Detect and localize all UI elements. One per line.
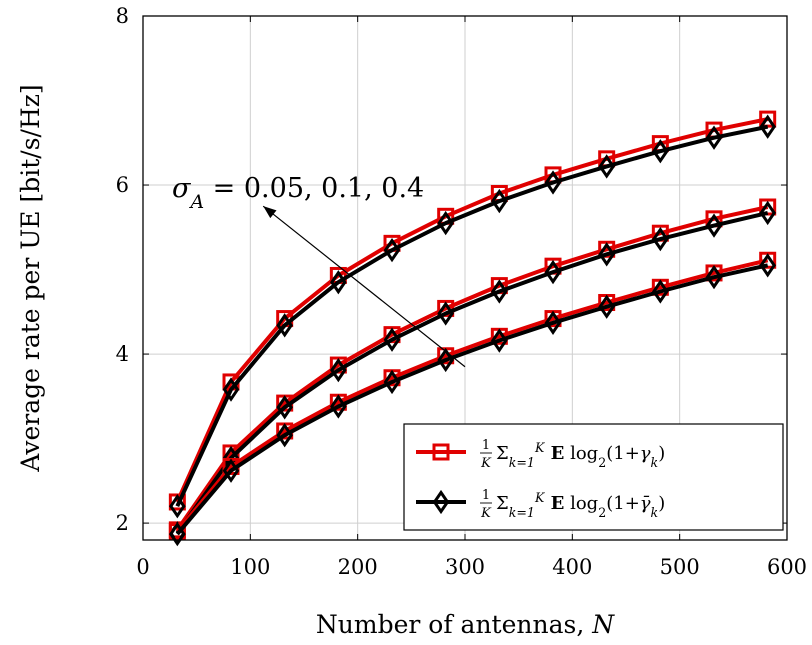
data-point — [383, 237, 401, 263]
legend-entry: 1 K Σk=1K E log2(1+γ̄k) — [416, 488, 665, 521]
data-point — [276, 395, 293, 420]
data-point — [544, 310, 562, 335]
data-point — [437, 210, 454, 236]
y-tick-label: 8 — [116, 4, 129, 28]
data-point — [491, 188, 508, 214]
data-point — [383, 369, 401, 395]
data-point — [598, 242, 615, 267]
data-point — [437, 347, 454, 373]
data-point — [544, 259, 562, 285]
data-point — [169, 521, 186, 547]
x-axis-label: Number of antennas, N — [316, 610, 615, 639]
data-point — [491, 279, 508, 304]
legend-fraction-denominator: K — [480, 506, 492, 521]
y-tick-label: 2 — [116, 511, 129, 535]
data-point — [330, 394, 347, 419]
x-tick-label: 200 — [338, 555, 378, 579]
series-line — [175, 210, 769, 535]
x-tick-label: 300 — [445, 555, 485, 579]
data-point — [330, 357, 347, 383]
series-line — [175, 258, 769, 533]
data-point — [705, 125, 723, 150]
y-axis-label: Average rate per UE [bit/s/Hz] — [16, 84, 45, 472]
annotation-text: σA = 0.05, 0.1, 0.4 — [172, 173, 424, 213]
data-point — [759, 110, 777, 128]
data-point — [652, 226, 669, 252]
data-point — [705, 213, 723, 238]
data-point — [598, 294, 615, 319]
legend-fraction-numerator: 1 — [482, 438, 490, 453]
data-point — [759, 253, 776, 278]
data-point — [759, 114, 776, 139]
legend-swatch-marker — [432, 489, 450, 515]
series-line — [175, 205, 769, 532]
series-2 — [169, 114, 776, 519]
data-point — [491, 328, 508, 353]
x-tick-label: 600 — [767, 555, 807, 579]
legend-fraction-denominator: K — [480, 456, 492, 471]
data-point — [169, 494, 186, 519]
data-point — [437, 301, 454, 326]
data-point — [759, 200, 776, 226]
data-point — [383, 327, 401, 352]
data-point — [652, 279, 669, 304]
data-point — [276, 423, 293, 448]
series-line — [175, 117, 769, 503]
legend-box — [403, 423, 784, 531]
data-point — [598, 154, 615, 179]
data-point — [652, 139, 669, 164]
y-tick-label: 6 — [116, 173, 129, 197]
x-tick-label: 500 — [660, 555, 700, 579]
legend-label: Σk=1K E log2(1+γk) — [496, 440, 665, 470]
x-tick-label: 0 — [136, 555, 149, 579]
annotation: σA = 0.05, 0.1, 0.4 — [172, 173, 466, 368]
series-6 — [169, 253, 776, 547]
x-tick-label: 100 — [230, 555, 270, 579]
data-point — [705, 264, 723, 290]
series-line — [175, 124, 769, 508]
data-point — [276, 313, 293, 338]
legend-swatch-marker — [432, 443, 450, 461]
series-layer — [168, 110, 777, 547]
annotation-arrow-line — [262, 205, 466, 368]
data-point — [222, 377, 240, 402]
legend-label: Σk=1K E log2(1+γ̄k) — [496, 490, 665, 520]
annotation-arrowhead — [263, 206, 277, 219]
series-4 — [169, 200, 776, 546]
x-tick-label: 400 — [552, 555, 592, 579]
y-tick-label: 4 — [116, 342, 129, 366]
series-line — [175, 263, 769, 536]
data-point — [222, 458, 240, 483]
data-point — [544, 170, 562, 195]
legend-entry: 1 K Σk=1K E log2(1+γk) — [416, 438, 665, 471]
data-point — [330, 270, 347, 295]
legend: 1 K Σk=1K E log2(1+γk) 1 K Σk=1K E log2(1+γ̄k… — [403, 423, 784, 531]
legend-fraction-numerator: 1 — [482, 488, 490, 503]
